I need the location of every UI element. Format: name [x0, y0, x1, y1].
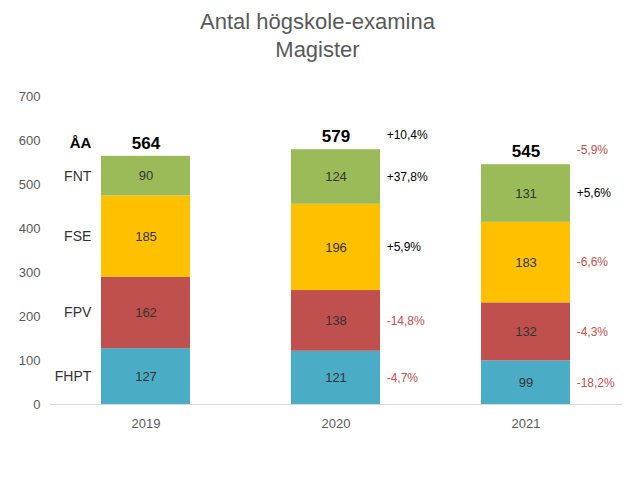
svg-text:+37,8%: +37,8%: [387, 170, 428, 184]
svg-text:564: 564: [132, 134, 161, 153]
svg-text:100: 100: [19, 353, 41, 368]
svg-text:-5,9%: -5,9%: [577, 143, 609, 157]
svg-text:FPV: FPV: [64, 304, 92, 320]
svg-text:-18,2%: -18,2%: [577, 376, 615, 390]
svg-text:-6,6%: -6,6%: [577, 255, 609, 269]
svg-text:127: 127: [135, 369, 157, 384]
svg-text:2019: 2019: [132, 416, 161, 431]
svg-text:121: 121: [325, 370, 347, 385]
svg-text:300: 300: [19, 265, 41, 280]
svg-text:162: 162: [135, 305, 157, 320]
svg-text:0: 0: [33, 397, 40, 412]
svg-text:-4,3%: -4,3%: [577, 325, 609, 339]
svg-text:FSE: FSE: [64, 228, 91, 244]
html-text:Antal högskole-examina: Antal högskole-examina: [200, 9, 435, 34]
svg-text:FNT: FNT: [64, 168, 92, 184]
svg-text:99: 99: [519, 375, 533, 390]
svg-text:200: 200: [19, 309, 41, 324]
svg-text:-14,8%: -14,8%: [387, 314, 425, 328]
svg-text:500: 500: [19, 177, 41, 192]
svg-text:700: 700: [19, 89, 41, 104]
svg-text:600: 600: [19, 133, 41, 148]
svg-text:+10,4%: +10,4%: [387, 128, 428, 142]
svg-text:-4,7%: -4,7%: [387, 371, 419, 385]
svg-text:+5,6%: +5,6%: [577, 186, 612, 200]
svg-text:138: 138: [325, 313, 347, 328]
svg-text:579: 579: [322, 127, 350, 146]
svg-text:+5,9%: +5,9%: [387, 240, 422, 254]
svg-text:400: 400: [19, 221, 41, 236]
svg-text:90: 90: [139, 168, 153, 183]
svg-text:183: 183: [515, 255, 537, 270]
svg-text:132: 132: [515, 324, 537, 339]
html-text:Magister: Magister: [275, 37, 360, 62]
svg-text:196: 196: [325, 240, 347, 255]
svg-text:545: 545: [512, 142, 540, 161]
svg-text:2021: 2021: [512, 416, 541, 431]
svg-text:124: 124: [325, 169, 347, 184]
svg-text:131: 131: [515, 186, 537, 201]
svg-text:FHPT: FHPT: [55, 368, 92, 384]
svg-text:2020: 2020: [322, 416, 351, 431]
svg-text:185: 185: [135, 229, 157, 244]
svg-text:ÅA: ÅA: [70, 134, 92, 151]
